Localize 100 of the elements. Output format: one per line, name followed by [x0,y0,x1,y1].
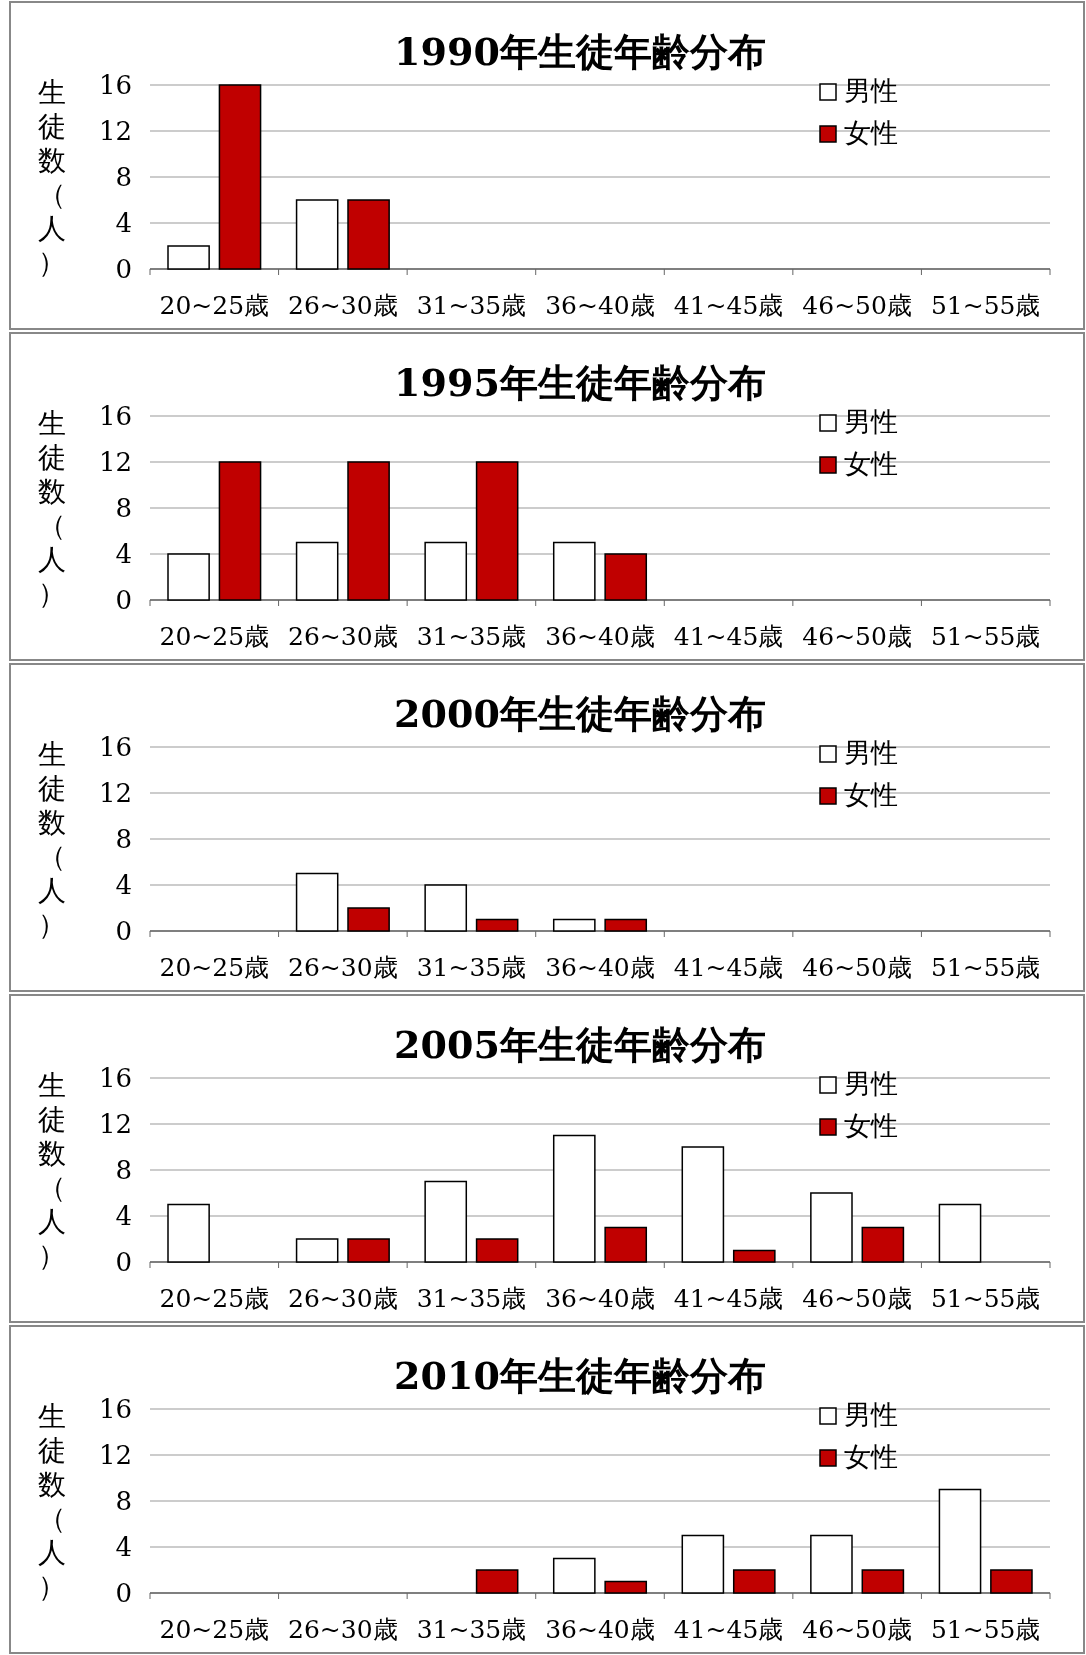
bar [552,1134,596,1263]
y-tick-label: 0 [115,1247,132,1277]
x-tick-label: 51~55歳 [930,291,1041,320]
x-tick-label: 51~55歳 [930,622,1041,651]
bar [552,918,596,932]
bar [167,1203,210,1263]
bar [295,199,339,270]
bar [552,541,596,601]
bar [167,553,210,601]
y-tick-label: 4 [115,208,132,238]
bar [810,1534,853,1594]
bar [295,1238,339,1263]
y-tick-label: 16 [98,1063,132,1093]
bar [347,1238,390,1263]
bar [604,553,648,601]
x-tick-label: 46~50歳 [802,622,912,651]
bar [347,199,390,270]
y-tick-label: 4 [115,539,132,569]
y-tick-label: 12 [98,447,132,477]
bar [861,1569,905,1594]
bar [424,884,468,932]
y-tick-label: 0 [115,585,132,615]
bar [681,1146,725,1263]
y-axis-title: 生徒数（人） [38,76,66,279]
x-tick-label: 41~45歳 [673,953,784,982]
bar [475,918,519,932]
x-tick-label: 41~45歳 [673,622,784,651]
chart-title: 2010年生徒年齢分布 [394,1353,766,1398]
bar [552,1557,596,1594]
y-axis-title: 生徒数（人） [38,738,66,941]
legend-label: 女性 [844,1441,898,1472]
chart-title: 1995年生徒年齢分布 [394,360,766,405]
chart-title: 1990年生徒年齢分布 [394,29,766,74]
x-tick-label: 36~40歳 [545,291,655,320]
x-tick-label: 20~25歳 [159,622,270,651]
x-tick-label: 26~30歳 [288,622,398,651]
bar [732,1569,776,1594]
x-tick-label: 51~55歳 [930,1615,1041,1644]
legend-label: 男性 [844,1068,898,1099]
y-tick-label: 8 [115,824,132,854]
y-tick-label: 4 [115,1532,132,1562]
bar [475,1569,519,1594]
x-tick-label: 31~35歳 [416,622,527,651]
x-tick-label: 36~40歳 [545,1615,655,1644]
y-tick-label: 12 [98,1440,132,1470]
x-tick-label: 20~25歳 [159,291,270,320]
chart-title: 2005年生徒年齢分布 [394,1022,766,1067]
y-tick-label: 16 [98,732,132,762]
x-tick-label: 31~35歳 [416,1615,527,1644]
x-tick-label: 20~25歳 [159,1284,270,1313]
legend-label: 女性 [844,117,898,148]
bar [424,541,468,601]
y-axis-title: 生徒数（人） [38,407,66,610]
x-tick-label: 31~35歳 [416,1284,527,1313]
bar [604,918,648,932]
x-tick-label: 51~55歳 [930,1284,1041,1313]
legend-label: 女性 [844,1110,898,1141]
y-tick-label: 4 [115,870,132,900]
y-tick-label: 16 [98,70,132,100]
x-tick-label: 41~45歳 [673,1284,784,1313]
x-tick-label: 36~40歳 [545,953,655,982]
bar [732,1249,776,1263]
bar [218,84,262,270]
bar [938,1488,982,1594]
bar [347,907,390,932]
y-axis-title: 生徒数（人） [38,1069,66,1272]
x-tick-label: 46~50歳 [802,291,912,320]
y-tick-label: 0 [115,916,132,946]
legend-label: 女性 [844,779,898,810]
x-tick-label: 46~50歳 [802,1615,912,1644]
y-tick-label: 4 [115,1201,132,1231]
x-tick-label: 41~45歳 [673,1615,784,1644]
x-tick-label: 26~30歳 [288,1615,398,1644]
y-axis-title: 生徒数（人） [38,1400,66,1603]
x-tick-label: 26~30歳 [288,1284,398,1313]
y-tick-label: 12 [98,116,132,146]
bar [424,1180,468,1263]
y-tick-label: 8 [115,1486,132,1516]
legend-label: 男性 [844,737,898,768]
chart-title: 2000年生徒年齢分布 [394,691,766,736]
y-tick-label: 16 [98,401,132,431]
bar [681,1534,725,1594]
y-tick-label: 12 [98,778,132,808]
x-tick-label: 36~40歳 [545,1284,655,1313]
bar [938,1203,982,1263]
bar [218,461,262,601]
x-tick-label: 26~30歳 [288,291,398,320]
x-tick-label: 41~45歳 [673,291,784,320]
legend-label: 男性 [844,75,898,106]
bar [861,1226,905,1263]
bar [475,1238,519,1263]
x-tick-label: 51~55歳 [930,953,1041,982]
legend-label: 男性 [844,406,898,437]
x-tick-label: 31~35歳 [416,953,527,982]
bar [810,1192,853,1263]
bar [295,541,339,601]
y-tick-label: 12 [98,1109,132,1139]
legend-label: 男性 [844,1399,898,1430]
x-tick-label: 20~25歳 [159,953,270,982]
legend-label: 女性 [844,448,898,479]
